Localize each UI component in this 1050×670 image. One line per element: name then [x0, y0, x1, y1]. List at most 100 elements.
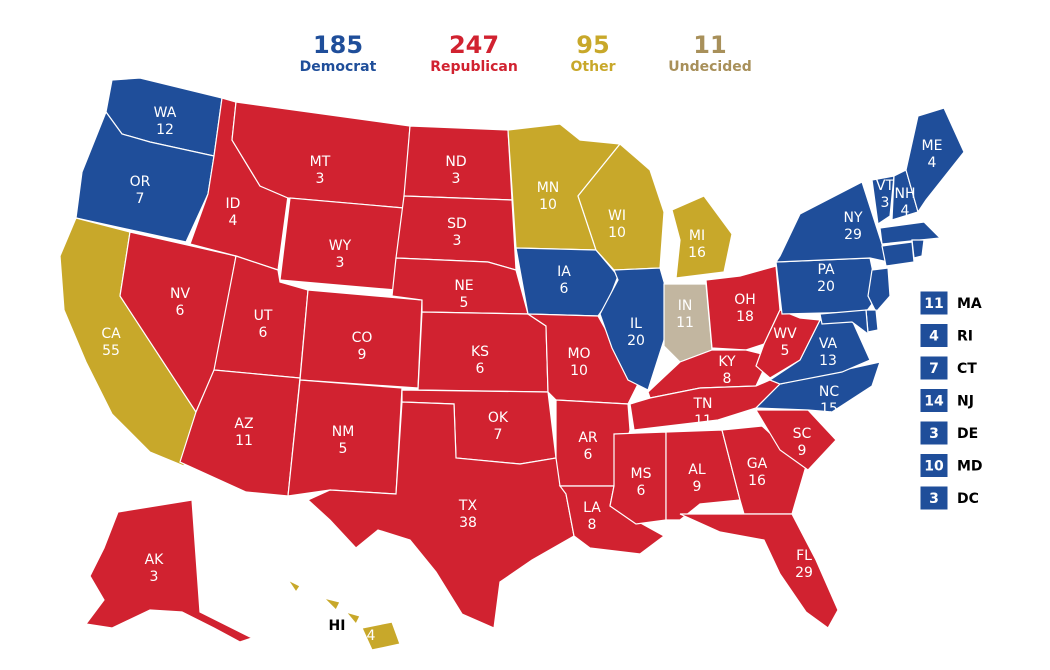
- state-abbr: KY: [718, 354, 736, 370]
- state-votes: 8: [723, 371, 732, 387]
- state-ak[interactable]: [84, 499, 254, 643]
- state-me[interactable]: [905, 107, 965, 214]
- state-abbr: AL: [688, 462, 706, 478]
- state-votes-hi: 4: [367, 628, 376, 644]
- state-abbr: GA: [747, 456, 768, 472]
- state-label-ak: AK 3: [145, 552, 165, 585]
- state-votes: 29: [795, 565, 813, 581]
- state-votes: 13: [819, 353, 837, 369]
- small-state-votes: 3: [929, 426, 939, 442]
- state-votes: 29: [844, 227, 862, 243]
- state-label-ok: OK 7: [488, 410, 509, 443]
- state-abbr: NY: [843, 210, 862, 226]
- state-label-la: LA 8: [583, 500, 601, 533]
- state-label-wy: WY 3: [329, 238, 352, 271]
- state-hi[interactable]: [286, 578, 401, 651]
- state-label-wa: WA 12: [154, 105, 177, 138]
- state-abbr: NE: [454, 278, 473, 294]
- small-state-abbr: MA: [957, 296, 982, 312]
- state-label-ut: UT 6: [254, 308, 273, 341]
- state-wi[interactable]: [577, 143, 665, 271]
- state-nj[interactable]: [867, 267, 891, 314]
- small-state-abbr: MD: [957, 459, 983, 475]
- state-abbr: MO: [567, 346, 590, 362]
- small-state-box: [919, 388, 949, 413]
- state-label-ne: NE 5: [454, 278, 473, 311]
- state-votes: 11: [676, 315, 694, 331]
- state-label-nd: ND 3: [445, 154, 466, 187]
- state-abbr: VT: [876, 178, 895, 194]
- state-abbr: FL: [796, 548, 812, 564]
- state-votes: 20: [627, 333, 645, 349]
- state-fl[interactable]: [679, 513, 839, 629]
- state-vt[interactable]: [871, 175, 895, 226]
- state-label-mn: MN 10: [537, 180, 560, 213]
- state-abbr: VA: [819, 336, 838, 352]
- state-abbr: AZ: [234, 416, 253, 432]
- state-label-ca: CA 55: [101, 326, 121, 359]
- small-state-box: [919, 323, 949, 348]
- state-votes: 11: [235, 433, 253, 449]
- small-state-box: [919, 453, 949, 478]
- legend-other: 95 Other: [523, 32, 663, 76]
- state-abbr: MI: [689, 228, 705, 244]
- state-votes: 6: [259, 325, 268, 341]
- state-label-me: ME 4: [922, 138, 943, 171]
- state-label-hi: HI: [329, 618, 346, 634]
- state-ct[interactable]: [881, 241, 915, 267]
- state-votes: 4: [229, 213, 238, 229]
- state-abbr: IN: [678, 298, 693, 314]
- small-state-abbr: RI: [957, 329, 973, 345]
- state-votes: 16: [688, 245, 706, 261]
- other-label: Other: [570, 59, 616, 75]
- state-abbr: KS: [471, 344, 489, 360]
- state-label-nm: NM 5: [332, 424, 355, 457]
- state-label-ks: KS 6: [471, 344, 489, 377]
- state-label-va: VA 13: [819, 336, 838, 369]
- state-label-ga: GA 16: [747, 456, 768, 489]
- state-ny[interactable]: [774, 181, 889, 263]
- democrat-label: Democrat: [299, 59, 377, 75]
- small-state-item-md: 10 MD: [919, 453, 983, 478]
- state-votes: 10: [608, 225, 626, 241]
- state-abbr: IL: [630, 316, 642, 332]
- small-state-abbr: NJ: [957, 394, 974, 410]
- state-votes: 55: [102, 343, 120, 359]
- state-abbr: OK: [488, 410, 509, 426]
- state-tx[interactable]: [306, 401, 575, 629]
- state-label-nv: NV 6: [170, 286, 190, 319]
- state-il[interactable]: [599, 267, 669, 391]
- state-label-nh: NH 4: [895, 186, 916, 219]
- state-or[interactable]: [75, 110, 215, 243]
- state-votes: 5: [339, 441, 348, 457]
- state-label-mi: MI 16: [688, 228, 706, 261]
- state-label-wv: WV 5: [773, 326, 797, 359]
- state-abbr: IA: [557, 264, 571, 280]
- state-abbr: NM: [332, 424, 355, 440]
- republican-label: Republican: [430, 59, 518, 75]
- state-label-sc: SC 9: [793, 426, 812, 459]
- small-state-item-dc: 3 DC: [919, 485, 979, 511]
- state-label-tn: TN 11: [692, 396, 712, 429]
- state-abbr: AR: [578, 430, 598, 446]
- small-state-box: [919, 485, 949, 511]
- state-label-fl: FL 29: [795, 548, 813, 581]
- state-shapes: [59, 77, 965, 651]
- state-label-oh: OH 18: [734, 292, 756, 325]
- state-abbr: CA: [101, 326, 121, 342]
- republican-count: 247: [448, 31, 500, 59]
- state-label-ia: IA 6: [557, 264, 571, 297]
- state-ma[interactable]: [879, 221, 942, 245]
- state-abbr: TN: [692, 396, 712, 412]
- state-votes: 15: [820, 401, 838, 417]
- small-state-votes: 4: [929, 329, 939, 345]
- state-label-co: CO 9: [352, 330, 373, 363]
- state-votes: 9: [358, 347, 367, 363]
- small-state-votes: 11: [924, 296, 943, 312]
- state-votes: 5: [781, 343, 790, 359]
- small-state-box: [919, 290, 949, 316]
- state-abbr: CO: [352, 330, 373, 346]
- state-mi[interactable]: [671, 195, 733, 279]
- state-votes: 18: [736, 309, 754, 325]
- state-md[interactable]: [819, 309, 869, 336]
